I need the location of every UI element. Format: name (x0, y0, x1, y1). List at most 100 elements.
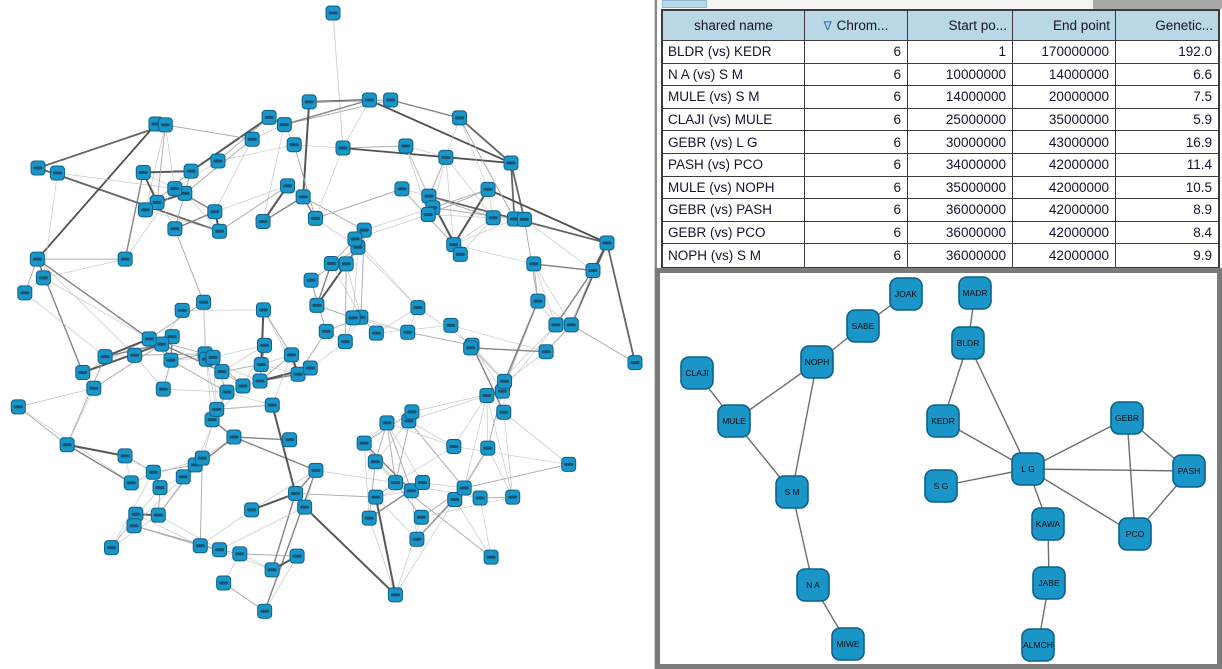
network-node[interactable] (335, 140, 351, 156)
network-node[interactable] (403, 483, 419, 499)
network-node[interactable]: S M (775, 475, 809, 509)
network-node[interactable] (286, 137, 302, 153)
network-node[interactable] (387, 587, 403, 603)
network-node[interactable] (167, 221, 183, 237)
network-node[interactable] (207, 204, 223, 220)
network-node[interactable] (205, 349, 221, 365)
network-node[interactable]: NOPH (800, 345, 834, 379)
network-node[interactable] (174, 302, 190, 318)
network-node[interactable] (438, 149, 454, 165)
network-node[interactable] (456, 480, 472, 496)
column-header-genetic-distance[interactable]: Genetic... (1116, 11, 1218, 40)
network-node[interactable] (302, 360, 318, 376)
network-node[interactable]: JABE (1032, 566, 1066, 600)
network-node[interactable] (49, 165, 65, 181)
network-node[interactable] (563, 317, 579, 333)
network-node[interactable] (123, 475, 139, 491)
network-node[interactable] (10, 399, 26, 415)
network-node[interactable] (163, 352, 179, 368)
network-node[interactable] (232, 546, 248, 562)
network-node[interactable] (150, 507, 166, 523)
overview-network-canvas[interactable] (0, 0, 655, 669)
network-node[interactable]: L G (1011, 452, 1045, 486)
network-node[interactable] (585, 263, 601, 279)
network-node[interactable] (413, 509, 429, 525)
network-node[interactable]: BLDR (951, 326, 985, 360)
network-node[interactable] (480, 181, 496, 197)
network-node[interactable] (257, 603, 273, 619)
network-node[interactable] (154, 336, 170, 352)
network-node[interactable] (394, 181, 410, 197)
network-node[interactable] (356, 435, 372, 451)
network-node[interactable] (347, 231, 363, 247)
network-node[interactable] (256, 337, 272, 353)
network-node[interactable] (415, 475, 431, 491)
network-node[interactable] (117, 448, 133, 464)
column-header-shared-name[interactable]: shared name (663, 11, 805, 40)
network-node[interactable]: MIWE (831, 627, 865, 661)
table-row[interactable]: MULE (vs) S M 6 14000000 20000000 7.5 (663, 86, 1218, 109)
network-node[interactable] (244, 502, 260, 518)
network-node[interactable] (75, 364, 91, 380)
table-row[interactable]: CLAJI (vs) MULE 6 25000000 35000000 5.9 (663, 108, 1218, 132)
network-node[interactable] (276, 117, 292, 133)
network-node[interactable] (295, 189, 311, 205)
network-node[interactable] (497, 373, 513, 389)
network-node[interactable] (255, 214, 271, 230)
network-node[interactable] (323, 256, 339, 272)
network-node[interactable] (483, 549, 499, 565)
network-node[interactable] (288, 486, 304, 502)
network-node[interactable] (516, 211, 532, 227)
network-node[interactable] (452, 110, 468, 126)
network-node[interactable] (282, 432, 298, 448)
network-node[interactable] (480, 440, 496, 456)
network-node[interactable] (548, 317, 564, 333)
scrollbar-thumb[interactable] (662, 0, 707, 8)
network-node[interactable] (126, 518, 142, 534)
network-node[interactable] (128, 506, 144, 522)
network-node[interactable] (361, 92, 377, 108)
network-node[interactable] (264, 397, 280, 413)
network-node[interactable] (472, 490, 488, 506)
network-node[interactable] (210, 153, 226, 169)
network-node[interactable] (30, 160, 46, 176)
network-node[interactable] (599, 235, 615, 251)
network-node[interactable] (443, 317, 459, 333)
network-node[interactable] (212, 542, 228, 558)
network-node[interactable] (135, 165, 151, 181)
network-edge[interactable] (1027, 468, 1190, 472)
table-row[interactable]: MULE (vs) NOPH 6 35000000 42000000 10.5 (663, 176, 1218, 200)
network-node[interactable] (526, 256, 542, 272)
network-node[interactable]: MULE (717, 404, 751, 438)
network-node[interactable] (155, 381, 171, 397)
network-node[interactable]: KEDR (926, 404, 960, 438)
network-node[interactable]: MADR (958, 276, 992, 310)
network-node[interactable] (157, 117, 173, 133)
network-node[interactable] (216, 575, 232, 591)
network-node[interactable] (226, 429, 242, 445)
network-node[interactable] (145, 464, 161, 480)
network-node[interactable] (325, 5, 341, 21)
network-node[interactable] (383, 92, 399, 108)
network-node[interactable] (301, 94, 317, 110)
network-node[interactable]: PASH (1172, 454, 1206, 488)
network-node[interactable] (463, 340, 479, 356)
network-node[interactable] (214, 364, 230, 380)
table-row[interactable]: GEBR (vs) PCO 6 36000000 42000000 8.4 (663, 221, 1218, 245)
network-node[interactable]: PCO (1118, 517, 1152, 551)
network-node[interactable]: ALMCH (1021, 628, 1055, 662)
network-node[interactable] (627, 355, 643, 371)
network-node[interactable] (219, 384, 235, 400)
network-node[interactable]: GEBR (1110, 401, 1144, 435)
network-node[interactable] (496, 404, 512, 420)
network-node[interactable] (289, 548, 305, 564)
network-node[interactable] (253, 357, 269, 373)
network-node[interactable] (318, 323, 334, 339)
network-node[interactable] (303, 272, 319, 288)
network-node[interactable] (297, 499, 313, 515)
network-node[interactable] (194, 450, 210, 466)
table-horizontal-scrollbar[interactable] (657, 0, 1222, 9)
network-node[interactable] (29, 251, 45, 267)
network-node[interactable] (368, 489, 384, 505)
